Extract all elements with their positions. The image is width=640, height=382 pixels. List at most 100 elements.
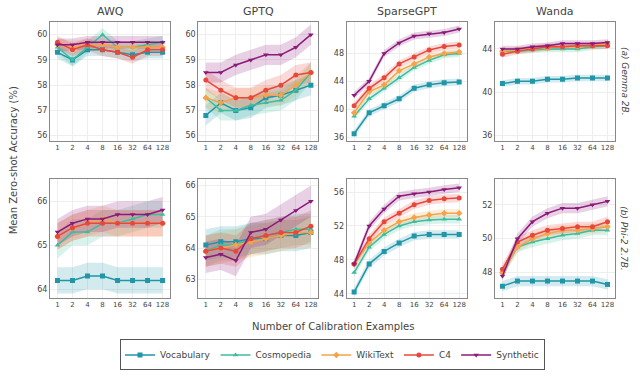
svg-text:16: 16 [558, 301, 567, 309]
svg-text:16: 16 [113, 144, 122, 152]
svg-text:8: 8 [100, 301, 104, 309]
svg-text:(a) Gemma 2B.: (a) Gemma 2B. [620, 47, 630, 116]
svg-text:128: 128 [452, 144, 465, 152]
svg-text:57: 57 [37, 106, 47, 115]
svg-text:64: 64 [588, 301, 597, 309]
svg-text:128: 128 [452, 301, 465, 309]
svg-text:128: 128 [304, 301, 317, 309]
svg-text:64: 64 [588, 144, 597, 152]
svg-text:2: 2 [219, 144, 223, 152]
svg-text:66: 66 [37, 197, 47, 206]
svg-text:48: 48 [334, 49, 344, 58]
svg-text:4: 4 [234, 301, 239, 309]
svg-text:2: 2 [515, 301, 519, 309]
svg-text:128: 128 [156, 144, 169, 152]
svg-text:36: 36 [334, 133, 344, 142]
svg-text:16: 16 [410, 301, 419, 309]
svg-text:2: 2 [219, 301, 223, 309]
svg-text:60: 60 [37, 30, 47, 39]
svg-text:66: 66 [186, 181, 196, 190]
svg-text:32: 32 [276, 144, 285, 152]
svg-text:48: 48 [482, 268, 492, 277]
svg-text:40: 40 [482, 88, 492, 97]
svg-text:Mean Zero-shot Accuracy (%): Mean Zero-shot Accuracy (%) [8, 86, 19, 234]
svg-text:4: 4 [382, 301, 387, 309]
svg-text:44: 44 [334, 77, 344, 86]
svg-text:1: 1 [204, 301, 208, 309]
svg-text:SparseGPT: SparseGPT [377, 5, 437, 18]
svg-text:52: 52 [482, 201, 492, 210]
svg-text:44: 44 [482, 45, 492, 54]
svg-text:52: 52 [334, 222, 344, 231]
svg-text:59: 59 [186, 56, 196, 65]
svg-text:60: 60 [186, 30, 196, 39]
svg-text:1: 1 [352, 301, 356, 309]
svg-text:4: 4 [85, 301, 90, 309]
svg-text:128: 128 [156, 301, 169, 309]
svg-text:8: 8 [545, 301, 549, 309]
svg-text:16: 16 [410, 144, 419, 152]
svg-text:C4: C4 [439, 350, 451, 360]
svg-text:2: 2 [367, 144, 371, 152]
svg-text:63: 63 [186, 275, 196, 284]
svg-text:1: 1 [55, 301, 59, 309]
svg-text:48: 48 [334, 256, 344, 265]
svg-text:16: 16 [113, 301, 122, 309]
svg-text:16: 16 [558, 144, 567, 152]
svg-text:WikiText: WikiText [356, 350, 394, 360]
svg-text:Synthetic: Synthetic [496, 350, 539, 360]
svg-text:64: 64 [143, 144, 152, 152]
svg-text:64: 64 [291, 301, 300, 309]
svg-text:32: 32 [573, 144, 582, 152]
svg-text:56: 56 [334, 188, 344, 197]
svg-text:32: 32 [425, 144, 434, 152]
svg-text:50: 50 [482, 234, 492, 243]
svg-text:128: 128 [601, 301, 614, 309]
svg-text:Number of Calibration Examples: Number of Calibration Examples [252, 321, 414, 332]
svg-text:Wanda: Wanda [536, 5, 574, 18]
svg-text:4: 4 [85, 144, 90, 152]
svg-text:1: 1 [500, 144, 504, 152]
svg-text:GPTQ: GPTQ [243, 5, 274, 18]
svg-text:40: 40 [334, 105, 344, 114]
svg-text:4: 4 [382, 144, 387, 152]
svg-text:Vocabulary: Vocabulary [160, 350, 211, 360]
svg-text:32: 32 [425, 301, 434, 309]
svg-text:64: 64 [291, 144, 300, 152]
svg-text:64: 64 [37, 285, 47, 294]
svg-text:4: 4 [234, 144, 239, 152]
svg-text:32: 32 [128, 144, 137, 152]
svg-text:2: 2 [367, 301, 371, 309]
svg-text:2: 2 [70, 144, 74, 152]
svg-text:32: 32 [573, 301, 582, 309]
svg-text:16: 16 [261, 144, 270, 152]
svg-text:58: 58 [37, 81, 47, 90]
svg-text:2: 2 [515, 144, 519, 152]
svg-text:1: 1 [55, 144, 59, 152]
svg-text:65: 65 [186, 213, 196, 222]
svg-text:8: 8 [545, 144, 549, 152]
svg-text:4: 4 [530, 144, 535, 152]
svg-text:64: 64 [440, 301, 449, 309]
svg-text:Cosmopedia: Cosmopedia [256, 350, 312, 360]
svg-text:64: 64 [143, 301, 152, 309]
svg-text:128: 128 [304, 144, 317, 152]
svg-text:65: 65 [37, 241, 47, 250]
svg-text:32: 32 [128, 301, 137, 309]
svg-text:8: 8 [100, 144, 104, 152]
svg-text:1: 1 [204, 144, 208, 152]
svg-text:1: 1 [500, 301, 504, 309]
svg-text:2: 2 [70, 301, 74, 309]
svg-text:1: 1 [352, 144, 356, 152]
svg-text:AWQ: AWQ [97, 5, 124, 18]
svg-text:(b) Phi-2 2.7B.: (b) Phi-2 2.7B. [619, 206, 629, 270]
svg-text:16: 16 [261, 301, 270, 309]
svg-text:8: 8 [249, 301, 253, 309]
svg-text:8: 8 [397, 301, 401, 309]
svg-text:64: 64 [440, 144, 449, 152]
svg-text:32: 32 [276, 301, 285, 309]
svg-text:58: 58 [186, 81, 196, 90]
svg-text:56: 56 [186, 131, 196, 140]
svg-text:56: 56 [37, 131, 47, 140]
svg-text:44: 44 [334, 290, 344, 299]
